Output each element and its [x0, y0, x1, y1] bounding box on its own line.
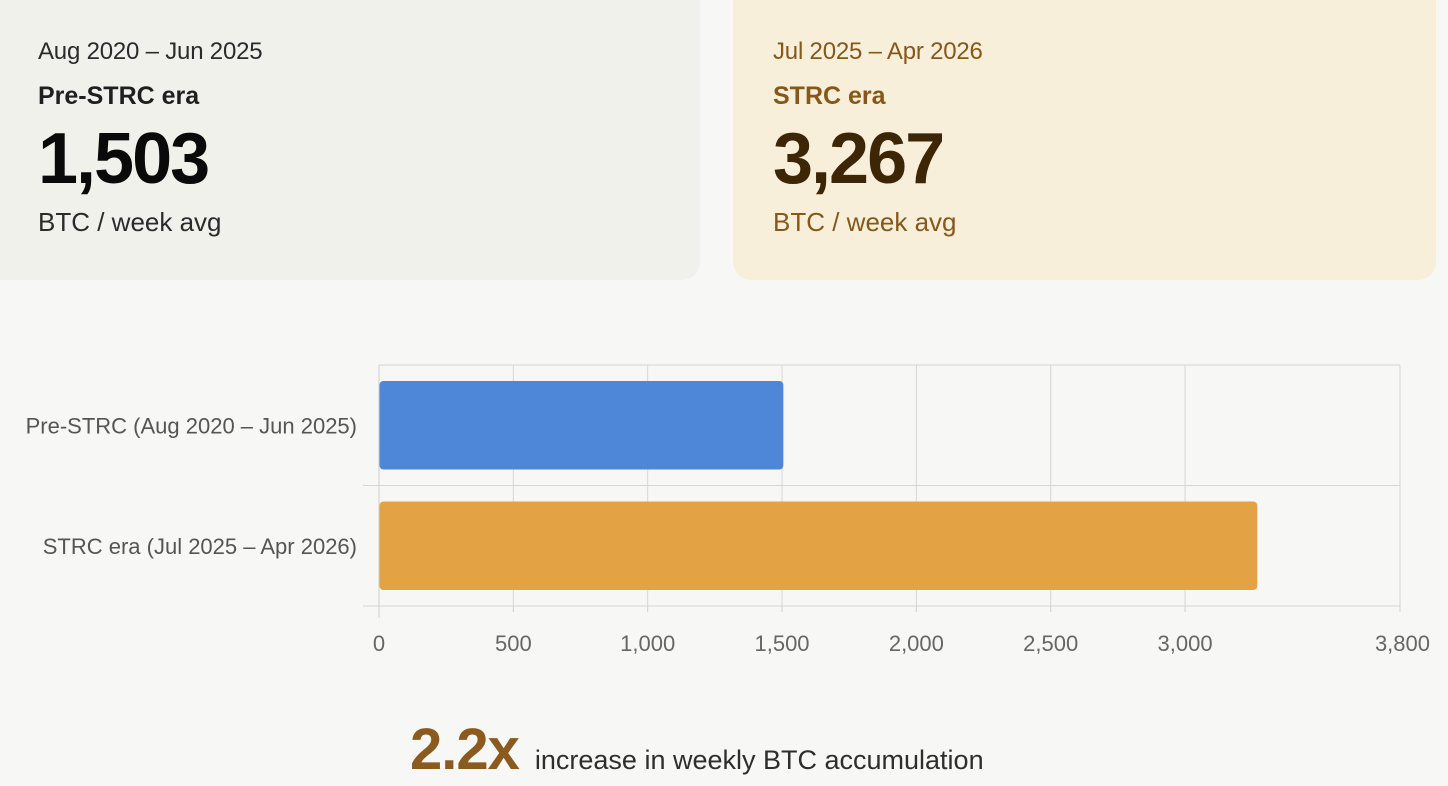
x-tick-label: 3,000	[1158, 631, 1213, 656]
category-label: STRC era (Jul 2025 – Apr 2026)	[43, 534, 357, 559]
weekly-btc-bar-chart: Pre-STRC (Aug 2020 – Jun 2025) STRC era (…	[26, 364, 1430, 656]
x-tick-label: 500	[495, 631, 532, 656]
summary-footer: 2.2x increase in weekly BTC accumulation	[410, 716, 984, 786]
strc-period: Jul 2025 – Apr 2026	[773, 38, 983, 65]
bar	[379, 501, 1258, 590]
pre-strc-era-label: Pre-STRC era	[38, 82, 200, 110]
strc-value: 3,267	[773, 119, 945, 199]
x-tick-label: 2,000	[889, 631, 944, 656]
x-tick-label: 3,800	[1375, 631, 1430, 656]
strc-unit: BTC / week avg	[773, 207, 957, 237]
x-tick-label: 1,500	[754, 631, 809, 656]
bar	[379, 381, 784, 470]
pre-strc-value: 1,503	[38, 119, 210, 199]
increase-multiplier: 2.2x	[410, 717, 520, 782]
strc-era-label: STRC era	[773, 82, 886, 110]
strc-card: Jul 2025 – Apr 2026 STRC era 3,267 BTC /…	[733, 0, 1436, 280]
x-tick-label: 2,500	[1023, 631, 1078, 656]
x-tick-label: 0	[373, 631, 385, 656]
pre-strc-card: Aug 2020 – Jun 2025 Pre-STRC era 1,503 B…	[0, 0, 700, 280]
increase-description: increase in weekly BTC accumulation	[534, 745, 984, 775]
category-label: Pre-STRC (Aug 2020 – Jun 2025)	[26, 413, 357, 438]
pre-strc-unit: BTC / week avg	[38, 207, 222, 237]
x-tick-label: 1,000	[620, 631, 675, 656]
pre-strc-period: Aug 2020 – Jun 2025	[38, 38, 263, 65]
